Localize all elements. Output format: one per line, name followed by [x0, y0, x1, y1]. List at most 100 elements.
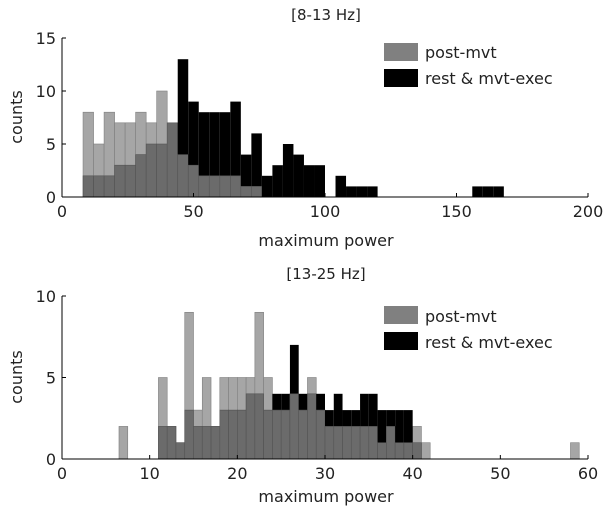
legend-swatch-post-mvt	[384, 43, 418, 61]
ticks-group: 0 10 20 30 40 50 60 0 5 10	[36, 287, 599, 483]
histogram-bar-overlap	[377, 442, 387, 460]
histogram-bar-rest-mvt-exec	[230, 101, 241, 197]
histogram-bar-overlap	[237, 409, 247, 460]
histogram-bar-overlap	[177, 154, 189, 198]
x-tick-label: 150	[441, 202, 472, 221]
panel-title: [8-13 Hz]	[291, 6, 361, 24]
x-tick-label: 50	[183, 202, 203, 221]
histogram-bar-overlap	[208, 175, 221, 198]
x-axis-label: maximum power	[258, 487, 394, 506]
legend: post-mvt rest & mvt-exec	[384, 43, 553, 88]
histogram-bar-rest-mvt-exec	[251, 133, 262, 197]
histogram-bar-overlap	[135, 154, 147, 198]
ticks-group: 0 50 100 150 200 0 5 10 15	[36, 29, 604, 221]
histogram-bar-overlap	[359, 426, 370, 460]
y-axis-label: counts	[7, 90, 26, 143]
histogram-bar-overlap	[93, 175, 105, 198]
histogram-bar-overlap	[201, 426, 212, 460]
histogram-bar-rest-mvt-exec	[303, 165, 315, 197]
histogram-bar-overlap	[219, 175, 231, 198]
x-tick-label: 40	[402, 464, 422, 483]
x-tick-label: 50	[490, 464, 510, 483]
histogram-bar-overlap	[175, 442, 186, 460]
histogram-bar-rest-mvt-exec	[219, 112, 231, 197]
x-tick-label: 100	[310, 202, 341, 221]
histogram-bar-rest-mvt-exec	[261, 175, 273, 197]
x-tick-label: 30	[315, 464, 335, 483]
histogram-panel-top: [8-13 Hz] maximum power counts 0 50 100 150…	[7, 6, 603, 250]
histogram-bar-overlap	[307, 393, 317, 460]
legend-label-rest-mvt-exec: rest & mvt-exec	[425, 333, 553, 352]
histogram-bar-overlap	[386, 426, 396, 460]
y-axis-label: counts	[7, 350, 26, 403]
x-tick-label: 20	[227, 464, 247, 483]
legend: post-mvt rest & mvt-exec	[384, 306, 553, 352]
histogram-bar-overlap	[156, 143, 168, 198]
panel-title: [13-25 Hz]	[286, 265, 365, 283]
x-tick-label: 200	[573, 202, 604, 221]
histogram-bar-overlap	[82, 175, 94, 198]
histogram-bar-rest-mvt-exec	[356, 186, 368, 197]
x-tick-label: 0	[57, 464, 67, 483]
histogram-bar-rest-mvt-exec	[188, 101, 199, 197]
histogram-bar-overlap	[103, 175, 115, 198]
histogram-bar-overlap	[350, 426, 361, 460]
histogram-bar-overlap	[289, 393, 299, 460]
histogram-bar-rest-mvt-exec	[177, 59, 189, 198]
legend-label-post-mvt: post-mvt	[425, 43, 497, 62]
histogram-bar-rest-mvt-exec	[377, 410, 387, 459]
legend-label-post-mvt: post-mvt	[425, 307, 497, 326]
histogram-bar-overlap	[280, 409, 291, 460]
y-tick-label: 0	[46, 450, 56, 469]
histogram-bar-overlap	[124, 164, 136, 198]
histogram-bar-rest-mvt-exec	[272, 165, 283, 197]
histogram-bar-overlap	[158, 426, 168, 460]
legend-swatch-rest-mvt-exec	[384, 332, 418, 350]
histogram-bar-rest-mvt-exec	[395, 410, 404, 459]
legend-swatch-rest-mvt-exec	[384, 69, 418, 87]
y-tick-label: 10	[36, 82, 56, 101]
histogram-bar-overlap	[166, 426, 177, 460]
histogram-bar-overlap	[166, 122, 179, 198]
histogram-bar-post-mvt	[570, 442, 580, 460]
histogram-bar-rest-mvt-exec	[293, 154, 304, 197]
histogram-bar-overlap	[245, 393, 256, 460]
histogram-bar-overlap	[187, 164, 200, 198]
histogram-bar-overlap	[263, 409, 273, 460]
histogram-bar-overlap	[145, 143, 157, 198]
histogram-bar-rest-mvt-exec	[198, 112, 210, 197]
histogram-bar-rest-mvt-exec	[346, 186, 357, 197]
x-tick-label: 0	[57, 202, 67, 221]
histogram-bar-rest-mvt-exec	[482, 186, 494, 197]
histogram-bar-overlap	[228, 409, 238, 460]
x-tick-label: 10	[139, 464, 159, 483]
histogram-bar-overlap	[333, 426, 343, 460]
histogram-bar-overlap	[184, 409, 194, 460]
legend-label-rest-mvt-exec: rest & mvt-exec	[425, 69, 553, 88]
histogram-bar-rest-mvt-exec	[403, 410, 413, 459]
y-tick-label: 5	[46, 135, 56, 154]
y-tick-label: 5	[46, 369, 56, 388]
histogram-bar-overlap	[254, 393, 264, 460]
histogram-bar-overlap	[412, 442, 422, 460]
histogram-bar-overlap	[272, 409, 282, 460]
histogram-panel-bottom: [13-25 Hz] maximum power counts 0 10 20 30 4…	[7, 265, 598, 506]
x-tick-label: 60	[578, 464, 598, 483]
histogram-bar-rest-mvt-exec	[367, 186, 378, 197]
histogram-bar-overlap	[193, 426, 203, 460]
histogram-bar-overlap	[324, 426, 335, 460]
histogram-bar-rest-mvt-exec	[472, 186, 483, 197]
histogram-bar-overlap	[210, 426, 221, 460]
histogram-bar-rest-mvt-exec	[282, 144, 294, 197]
histogram-bar-overlap	[342, 426, 352, 460]
histogram-bar-overlap	[230, 175, 242, 198]
histogram-bar-rest-mvt-exec	[314, 165, 325, 197]
histogram-bar-overlap	[315, 409, 326, 460]
histogram-bar-rest-mvt-exec	[493, 186, 504, 197]
x-axis-label: maximum power	[258, 231, 394, 250]
histogram-bar-overlap	[240, 186, 252, 198]
histogram-bar-overlap	[403, 442, 413, 460]
y-tick-label: 10	[36, 287, 56, 306]
y-tick-label: 0	[46, 188, 56, 207]
